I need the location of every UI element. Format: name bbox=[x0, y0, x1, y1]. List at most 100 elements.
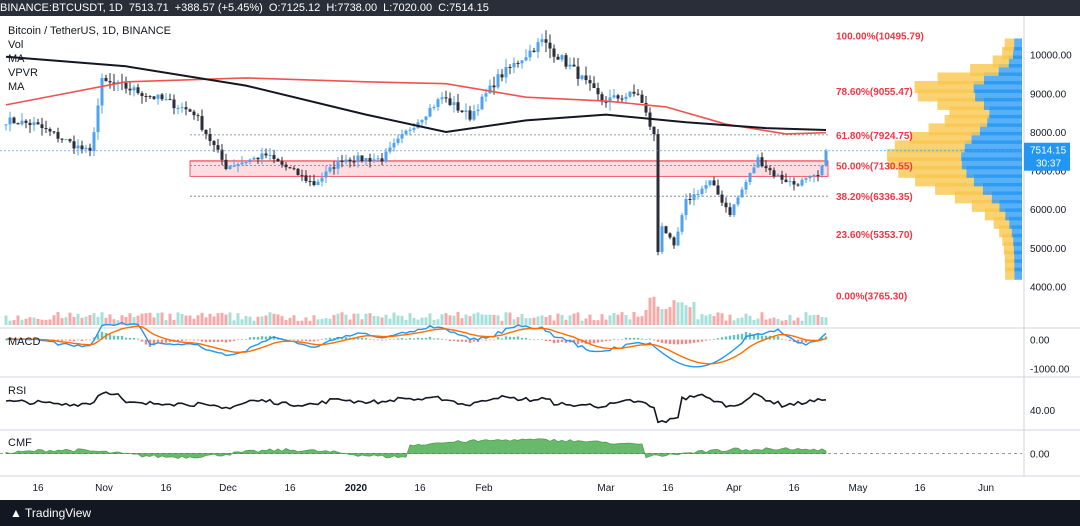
volume-bar bbox=[168, 313, 172, 325]
brand-name[interactable]: TradingView bbox=[25, 506, 92, 520]
rsi-axis-tick: 40.00 bbox=[1030, 406, 1055, 417]
volume-bar bbox=[520, 313, 524, 325]
vpvr-bar-up bbox=[1013, 46, 1022, 59]
candle-body bbox=[276, 158, 280, 162]
volume-bar bbox=[808, 315, 812, 325]
macd-histogram-bar bbox=[604, 339, 608, 342]
symbol-name[interactable]: BINANCE:BTCUSDT, 1D bbox=[0, 2, 123, 14]
volume-bar bbox=[100, 312, 104, 325]
vpvr-bar-down bbox=[1004, 250, 1015, 263]
candle-body bbox=[72, 141, 76, 149]
legend-ma[interactable]: MA bbox=[8, 53, 25, 65]
vpvr-bar-up bbox=[1014, 38, 1022, 51]
candle-body bbox=[160, 94, 164, 100]
volume-bar bbox=[796, 317, 800, 325]
candle-body bbox=[132, 87, 136, 91]
volume-bar bbox=[16, 315, 20, 325]
ma-100-line bbox=[5, 55, 827, 134]
candle-body bbox=[764, 166, 768, 169]
volume-bar bbox=[88, 315, 92, 325]
vpvr-bar-down bbox=[970, 63, 999, 76]
price-chart[interactable]: 100.00%(10495.79) 78.60%(9055.47) 61.80%(7… bbox=[0, 16, 1080, 500]
candle-body bbox=[780, 174, 784, 180]
candle-body bbox=[176, 107, 180, 109]
volume-bar bbox=[312, 315, 316, 325]
high-value: H:7738.00 bbox=[326, 2, 378, 14]
macd-histogram-bar bbox=[88, 339, 92, 341]
macd-histogram-bar bbox=[400, 337, 404, 340]
legend-vpvr[interactable]: VPVR bbox=[8, 67, 38, 79]
macd-histogram-bar bbox=[744, 331, 748, 340]
volume-bar bbox=[4, 315, 8, 325]
macd-histogram-bar bbox=[480, 339, 484, 341]
macd-histogram-bar bbox=[760, 335, 764, 340]
volume-bar bbox=[436, 319, 440, 325]
candle-body bbox=[536, 42, 540, 52]
macd-histogram-bar bbox=[380, 339, 384, 341]
macd-histogram-bar bbox=[256, 336, 260, 340]
candle-body bbox=[352, 161, 356, 163]
macd-histogram-bar bbox=[228, 339, 232, 342]
macd-histogram-bar bbox=[612, 338, 616, 340]
candle-body bbox=[600, 94, 604, 102]
macd-histogram-bar bbox=[140, 339, 144, 342]
macd-histogram-bar bbox=[96, 334, 100, 340]
macd-histogram-bar bbox=[664, 339, 668, 344]
macd-histogram-bar bbox=[572, 339, 576, 343]
volume-bar bbox=[668, 307, 672, 325]
candle-body bbox=[792, 181, 796, 185]
macd-histogram-bar bbox=[124, 337, 128, 340]
macd-histogram-bar bbox=[736, 334, 740, 340]
candle-body bbox=[364, 158, 368, 161]
candle-body bbox=[800, 179, 804, 186]
volume-bar bbox=[704, 315, 708, 325]
volume-bar bbox=[780, 320, 784, 325]
volume-bar bbox=[296, 320, 300, 325]
legend-vol[interactable]: Vol bbox=[8, 39, 24, 51]
candle-body bbox=[212, 140, 216, 146]
volume-bar bbox=[752, 319, 756, 325]
candle-body bbox=[820, 165, 824, 176]
candle-body bbox=[64, 139, 68, 141]
macd-histogram-bar bbox=[776, 336, 780, 340]
candle-body bbox=[348, 159, 352, 162]
candle-body bbox=[172, 99, 176, 109]
candle-body bbox=[288, 167, 292, 169]
macd-histogram-bar bbox=[384, 339, 388, 341]
macd-histogram-bar bbox=[292, 339, 296, 341]
vpvr-bar-down bbox=[1002, 233, 1014, 246]
macd-histogram-bar bbox=[84, 339, 88, 341]
candle-body bbox=[444, 97, 448, 99]
tradingview-logo-icon[interactable]: ▲ bbox=[10, 506, 22, 520]
volume-bar bbox=[404, 319, 408, 325]
volume-bar bbox=[440, 314, 444, 325]
volume-bar bbox=[628, 319, 632, 325]
candle-body bbox=[628, 91, 632, 97]
macd-histogram-bar bbox=[204, 339, 208, 343]
vpvr-bar-up bbox=[1014, 267, 1022, 280]
macd-histogram-bar bbox=[552, 339, 556, 344]
candle-body bbox=[96, 105, 100, 133]
macd-histogram-bar bbox=[4, 339, 8, 341]
volume-bar bbox=[472, 313, 476, 325]
macd-histogram-bar bbox=[688, 339, 692, 344]
macd-histogram-bar bbox=[208, 339, 212, 343]
volume-bar bbox=[644, 309, 648, 325]
volume-bar bbox=[164, 319, 168, 325]
candle-body bbox=[456, 102, 460, 111]
vpvr-bar-up bbox=[1013, 233, 1022, 246]
volume-bar bbox=[328, 318, 332, 325]
volume-bar bbox=[588, 314, 592, 325]
macd-histogram-bar bbox=[132, 337, 136, 340]
volume-bar bbox=[172, 319, 176, 325]
macd-histogram-bar bbox=[804, 339, 808, 343]
volume-bar bbox=[448, 315, 452, 325]
macd-line bbox=[5, 321, 827, 368]
candle-body bbox=[412, 128, 416, 130]
price-change: +388.57 (+5.45%) bbox=[174, 2, 263, 14]
legend-ma-2[interactable]: MA bbox=[8, 81, 25, 93]
macd-histogram-bar bbox=[484, 339, 488, 341]
candle-body bbox=[360, 155, 364, 161]
candle-body bbox=[324, 171, 328, 178]
low-value: L:7020.00 bbox=[383, 2, 433, 14]
